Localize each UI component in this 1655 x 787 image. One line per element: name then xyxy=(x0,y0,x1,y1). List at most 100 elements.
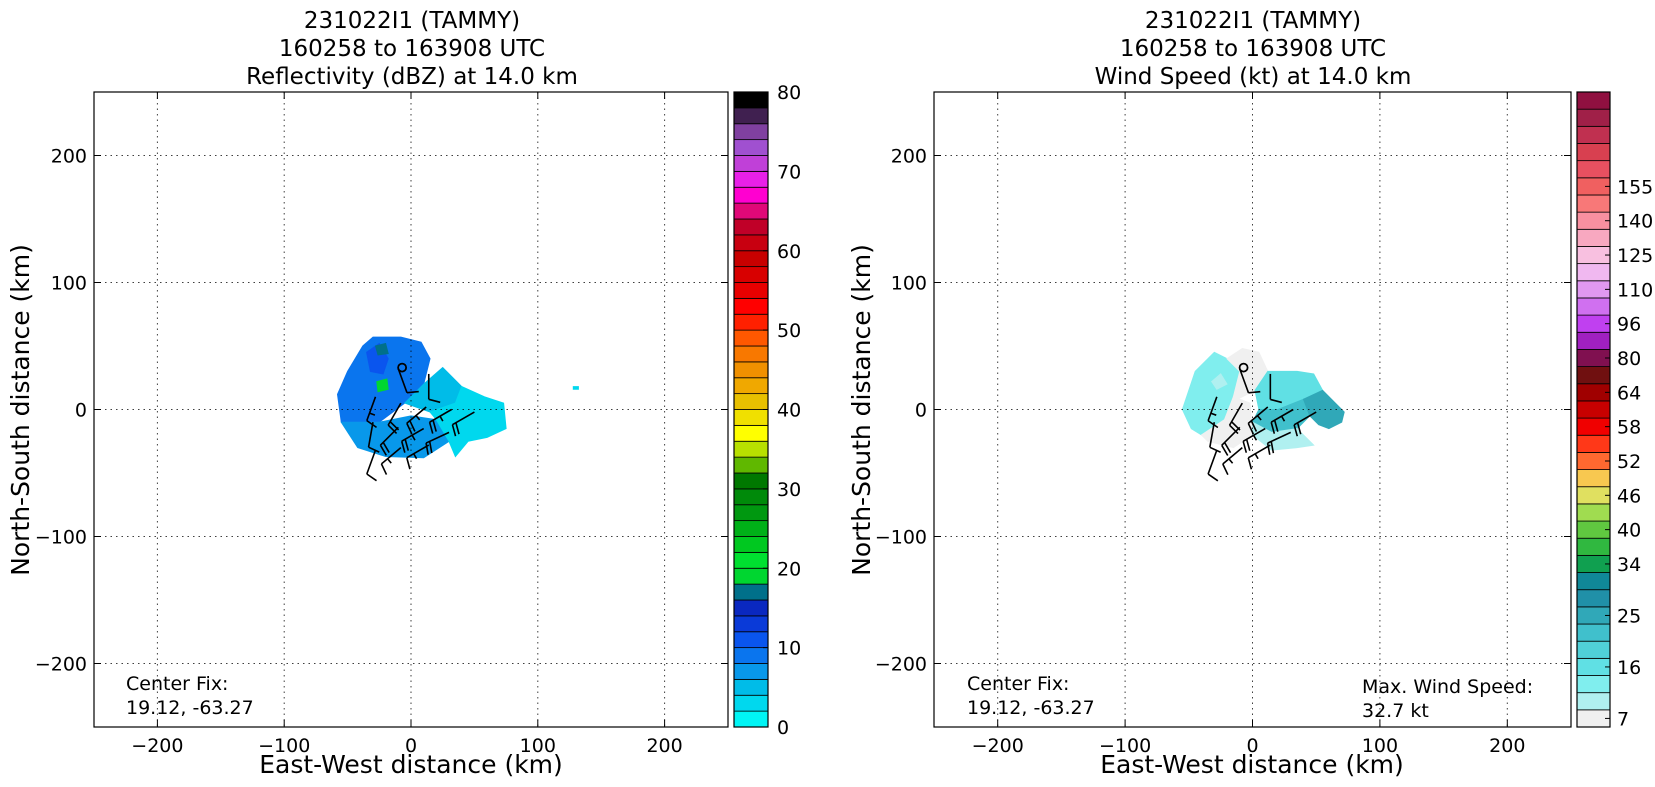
colorbar-tick-label-4: 40 xyxy=(777,400,801,422)
colorbar-frame xyxy=(1576,91,1611,728)
colorbar-segment-2 xyxy=(733,678,769,696)
colorbar-segment-25 xyxy=(733,313,769,331)
colorbar-tick-label-4: 40 xyxy=(1617,520,1641,542)
x-tick-label-0: −200 xyxy=(972,735,1024,757)
colorbar-segment-36 xyxy=(1576,91,1611,110)
colorbar-segment-18 xyxy=(1576,400,1611,419)
y-tick-label-3: 100 xyxy=(891,273,927,295)
wind-barb-7 xyxy=(1242,427,1266,453)
colorbar-reflectivity: 0 10 20 30 40 50 60 70 80 xyxy=(733,82,801,739)
wind-barb-3 xyxy=(1270,408,1294,434)
colorbar-tick-label-11: 110 xyxy=(1617,279,1653,301)
barb-half-flag xyxy=(1228,458,1234,464)
barb-flag xyxy=(1223,442,1232,454)
colorbar-tick-label-3: 30 xyxy=(777,479,801,501)
plot-area: −200 −100 0 100 200 −200 −100 0 100 200 xyxy=(875,91,1572,757)
barb-flag xyxy=(366,473,377,482)
barb-flag xyxy=(387,424,398,434)
y-tick-label-4: 200 xyxy=(891,146,927,168)
colorbar-tick-label-6: 60 xyxy=(777,241,801,263)
barb-flag xyxy=(406,422,413,435)
panel-title-line-1: 231022I1 (TAMMY) xyxy=(304,8,520,34)
colorbar-segment-26 xyxy=(1576,263,1611,282)
colorbar-segment-26 xyxy=(733,297,769,315)
barb-flag xyxy=(1270,441,1275,454)
barb-half-flag xyxy=(369,412,376,416)
barb-half-flag xyxy=(1210,412,1217,416)
colorbar-segment-15 xyxy=(733,472,769,490)
x-tick-label-2: 0 xyxy=(405,735,417,757)
colorbar-tick-label-1: 16 xyxy=(1617,657,1641,679)
barb-shaft xyxy=(1247,444,1271,459)
x-tick-label-2: 0 xyxy=(1246,735,1258,757)
barb-shaft xyxy=(367,422,374,448)
wind-barbs xyxy=(1207,368,1317,482)
wind-barb-10 xyxy=(380,446,402,475)
barb-flag xyxy=(451,424,457,437)
barb-half-flag xyxy=(415,415,421,421)
y-tick-label-3: 100 xyxy=(51,273,87,295)
barb-flag xyxy=(1250,420,1258,432)
colorbar-tick-label-3: 34 xyxy=(1617,554,1641,576)
colorbar-segment-14 xyxy=(733,488,769,506)
center-fix-value: 19.12, -63.27 xyxy=(967,697,1095,719)
x-axis-label: East-West distance (km) xyxy=(1100,750,1404,779)
plot-area: −200 −100 0 100 200 −200 −100 0 100 200 xyxy=(35,91,729,757)
barb-shaft xyxy=(452,411,475,426)
colorbar-segment-7 xyxy=(1576,589,1611,608)
panel-title-line-3: Wind Speed (kt) at 14.0 km xyxy=(1095,64,1412,90)
axis-ticks: −200 −100 0 100 200 −200 −100 0 100 200 xyxy=(35,92,728,757)
y-axis-label: North-South distance (km) xyxy=(847,244,876,576)
colorbar-segment-39 xyxy=(733,91,769,109)
echo-patch-5 xyxy=(374,342,389,356)
barb-flag xyxy=(400,441,406,453)
colorbar-segment-19 xyxy=(733,409,769,426)
wind-barb-11 xyxy=(1247,444,1271,470)
colorbar-segment-9 xyxy=(733,567,769,585)
wind-barb-5 xyxy=(1209,422,1221,453)
colorbar-tick-label-5: 46 xyxy=(1617,485,1641,507)
barb-shaft xyxy=(1242,427,1266,442)
colorbar-tick-label-0: 7 xyxy=(1617,708,1629,730)
colorbar-segment-22 xyxy=(733,361,769,379)
wind-barb-5 xyxy=(367,422,380,453)
barb-shaft xyxy=(1207,396,1218,422)
x-axis-label: East-West distance (km) xyxy=(259,750,563,779)
echo-patch-6 xyxy=(376,378,389,393)
colorbar-segment-31 xyxy=(733,218,769,236)
barb-flag xyxy=(1247,457,1253,470)
colorbar-tick-label-7: 58 xyxy=(1617,417,1641,439)
colorbar-segment-0 xyxy=(733,710,769,728)
barb-flag xyxy=(368,446,380,453)
wind-barb-6 xyxy=(379,426,399,456)
barb-flag xyxy=(1270,422,1276,434)
echo-patch-6 xyxy=(1302,389,1345,430)
colorbar-segment-36 xyxy=(733,139,769,156)
barb-half-flag xyxy=(1252,434,1258,441)
barb-flag xyxy=(406,390,419,394)
barb-flag xyxy=(1207,420,1219,429)
colorbar-segment-22 xyxy=(1576,331,1611,350)
colorbar-segment-30 xyxy=(1576,194,1611,213)
colorbar-segment-6 xyxy=(733,615,769,633)
wind-speed-field xyxy=(1181,347,1345,451)
wind-barb-6 xyxy=(1221,426,1241,456)
barb-flag xyxy=(1207,473,1219,482)
wind-barb-12 xyxy=(1239,368,1261,394)
wind-barb-11 xyxy=(406,444,430,470)
wind-barb-2 xyxy=(1247,406,1269,435)
colorbar-segment-23 xyxy=(733,345,769,363)
barb-flag xyxy=(382,441,390,453)
wind-barb-2 xyxy=(406,406,427,435)
colorbar-segment-8 xyxy=(733,583,769,601)
colorbar-tick-label-2: 25 xyxy=(1617,605,1641,627)
colorbar-segment-3 xyxy=(733,663,769,680)
colorbar-segment-20 xyxy=(1576,366,1611,385)
y-tick-label-1: −100 xyxy=(875,527,927,549)
barb-flag xyxy=(1270,398,1283,404)
barb-shaft xyxy=(1222,446,1243,465)
wind-barb-13 xyxy=(1269,373,1283,404)
colorbar-tick-label-0: 0 xyxy=(777,717,789,739)
panel-title-line-3: Reflectivity (dBZ) at 14.0 km xyxy=(246,64,578,90)
y-tick-label-1: −100 xyxy=(35,527,87,549)
